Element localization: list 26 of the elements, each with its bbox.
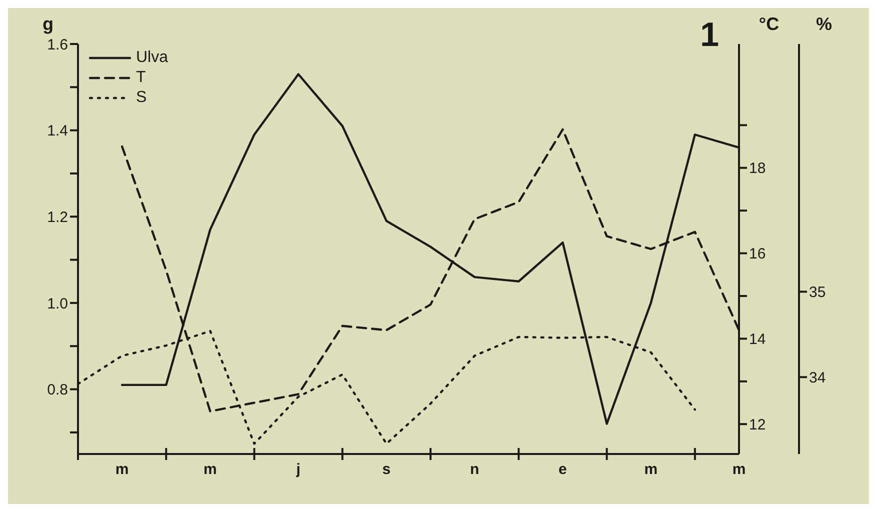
x-tick-label: m bbox=[732, 461, 746, 478]
y2-tick-label: 14 bbox=[749, 331, 766, 348]
y3-tick-label: 35 bbox=[809, 284, 826, 302]
x-tick-label: m bbox=[115, 461, 129, 478]
y-tick-label: 1.0 bbox=[47, 295, 68, 312]
y-axis-title: g bbox=[42, 14, 54, 34]
x-tick-label: e bbox=[558, 461, 567, 478]
x-tick-label: n bbox=[470, 461, 480, 478]
x-tick-label: m bbox=[204, 461, 217, 478]
y-tick-label: 0.8 bbox=[47, 382, 68, 399]
y2-tick-label: 16 bbox=[749, 246, 766, 263]
chart-title: 1 bbox=[700, 16, 719, 55]
y2-tick-label: 12 bbox=[749, 416, 766, 434]
x-tick-label: s bbox=[382, 461, 391, 478]
y2-axis-title: °C bbox=[758, 14, 780, 34]
legend-label: T bbox=[136, 68, 146, 88]
y2-tick-label: 18 bbox=[749, 160, 766, 178]
x-tick-label: m bbox=[644, 461, 658, 478]
y-tick-label: 1.4 bbox=[47, 122, 68, 140]
y3-axis-title: % bbox=[816, 14, 832, 34]
x-tick-label: j bbox=[295, 461, 300, 478]
legend-label: Ulva bbox=[136, 48, 168, 68]
legend-label: S bbox=[136, 88, 147, 108]
y-tick-label: 1.6 bbox=[47, 36, 68, 54]
y-tick-label: 1.2 bbox=[47, 208, 68, 226]
y3-tick-label: 34 bbox=[809, 369, 826, 386]
